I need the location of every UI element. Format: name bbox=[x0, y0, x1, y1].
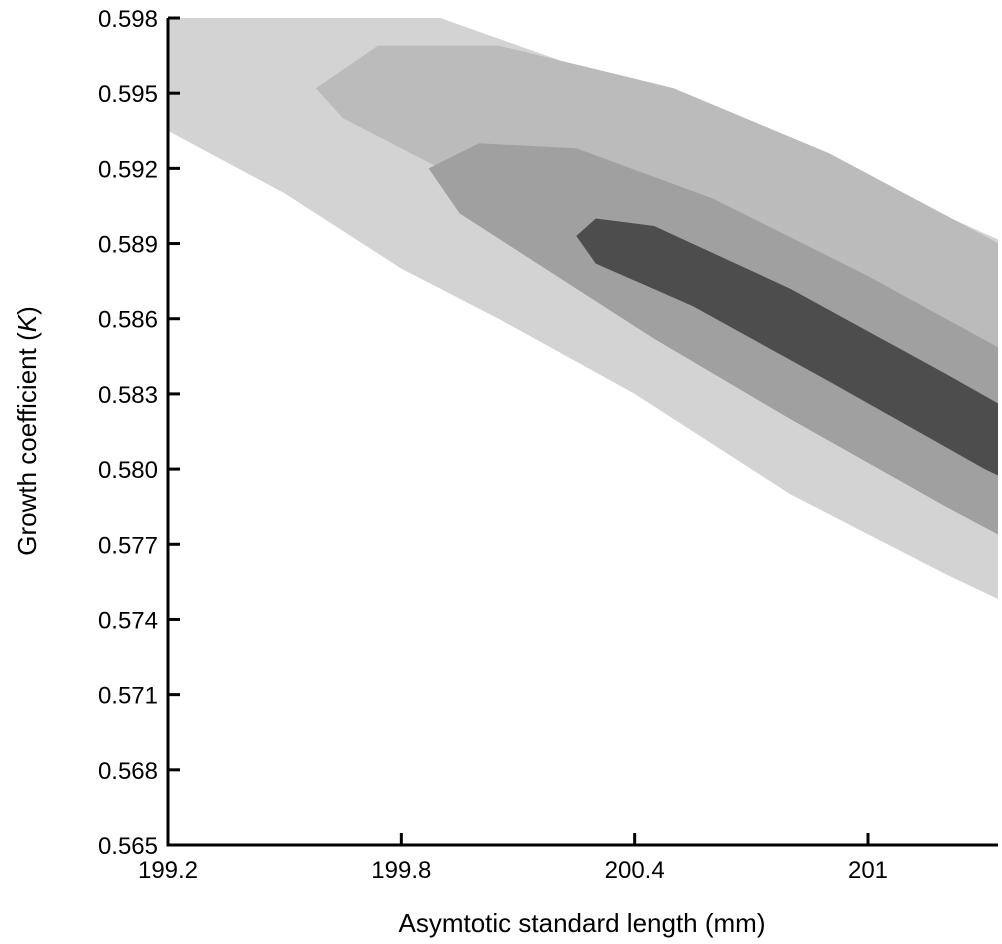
y-tick-label: 0.568 bbox=[98, 758, 158, 785]
y-axis-title-suffix: ) bbox=[12, 306, 42, 315]
y-tick-label: 0.577 bbox=[98, 532, 158, 559]
y-axis-title: Growth coefficient (K) bbox=[12, 306, 42, 556]
contour-fills bbox=[168, 18, 998, 599]
x-tick-label: 200.4 bbox=[605, 857, 665, 884]
x-tick-label: 201 bbox=[848, 857, 888, 884]
y-tick-label: 0.565 bbox=[98, 833, 158, 860]
x-tick-label: 199.2 bbox=[138, 857, 198, 884]
y-tick-label: 0.598 bbox=[98, 6, 158, 33]
y-tick-label: 0.574 bbox=[98, 607, 158, 634]
y-tick-label: 0.592 bbox=[98, 156, 158, 183]
x-tick-label: 199.8 bbox=[371, 857, 431, 884]
y-tick-label: 0.589 bbox=[98, 232, 158, 259]
y-tick-label: 0.571 bbox=[98, 683, 158, 710]
y-axis-title-symbol: K bbox=[12, 313, 42, 332]
y-tick-label: 0.583 bbox=[98, 382, 158, 409]
x-axis-title: Asymtotic standard length (mm) bbox=[398, 908, 765, 938]
contour-level-3 bbox=[428, 143, 998, 535]
y-tick-label: 0.580 bbox=[98, 457, 158, 484]
y-axis-title-prefix: Growth coefficient ( bbox=[12, 332, 42, 556]
y-ticks: 0.598 0.595 0.592 0.589 0.586 0.583 0.580 0.577… bbox=[98, 6, 180, 860]
contour-level-4 bbox=[576, 218, 998, 476]
y-tick-label: 0.595 bbox=[98, 81, 158, 108]
y-tick-label: 0.586 bbox=[98, 307, 158, 334]
